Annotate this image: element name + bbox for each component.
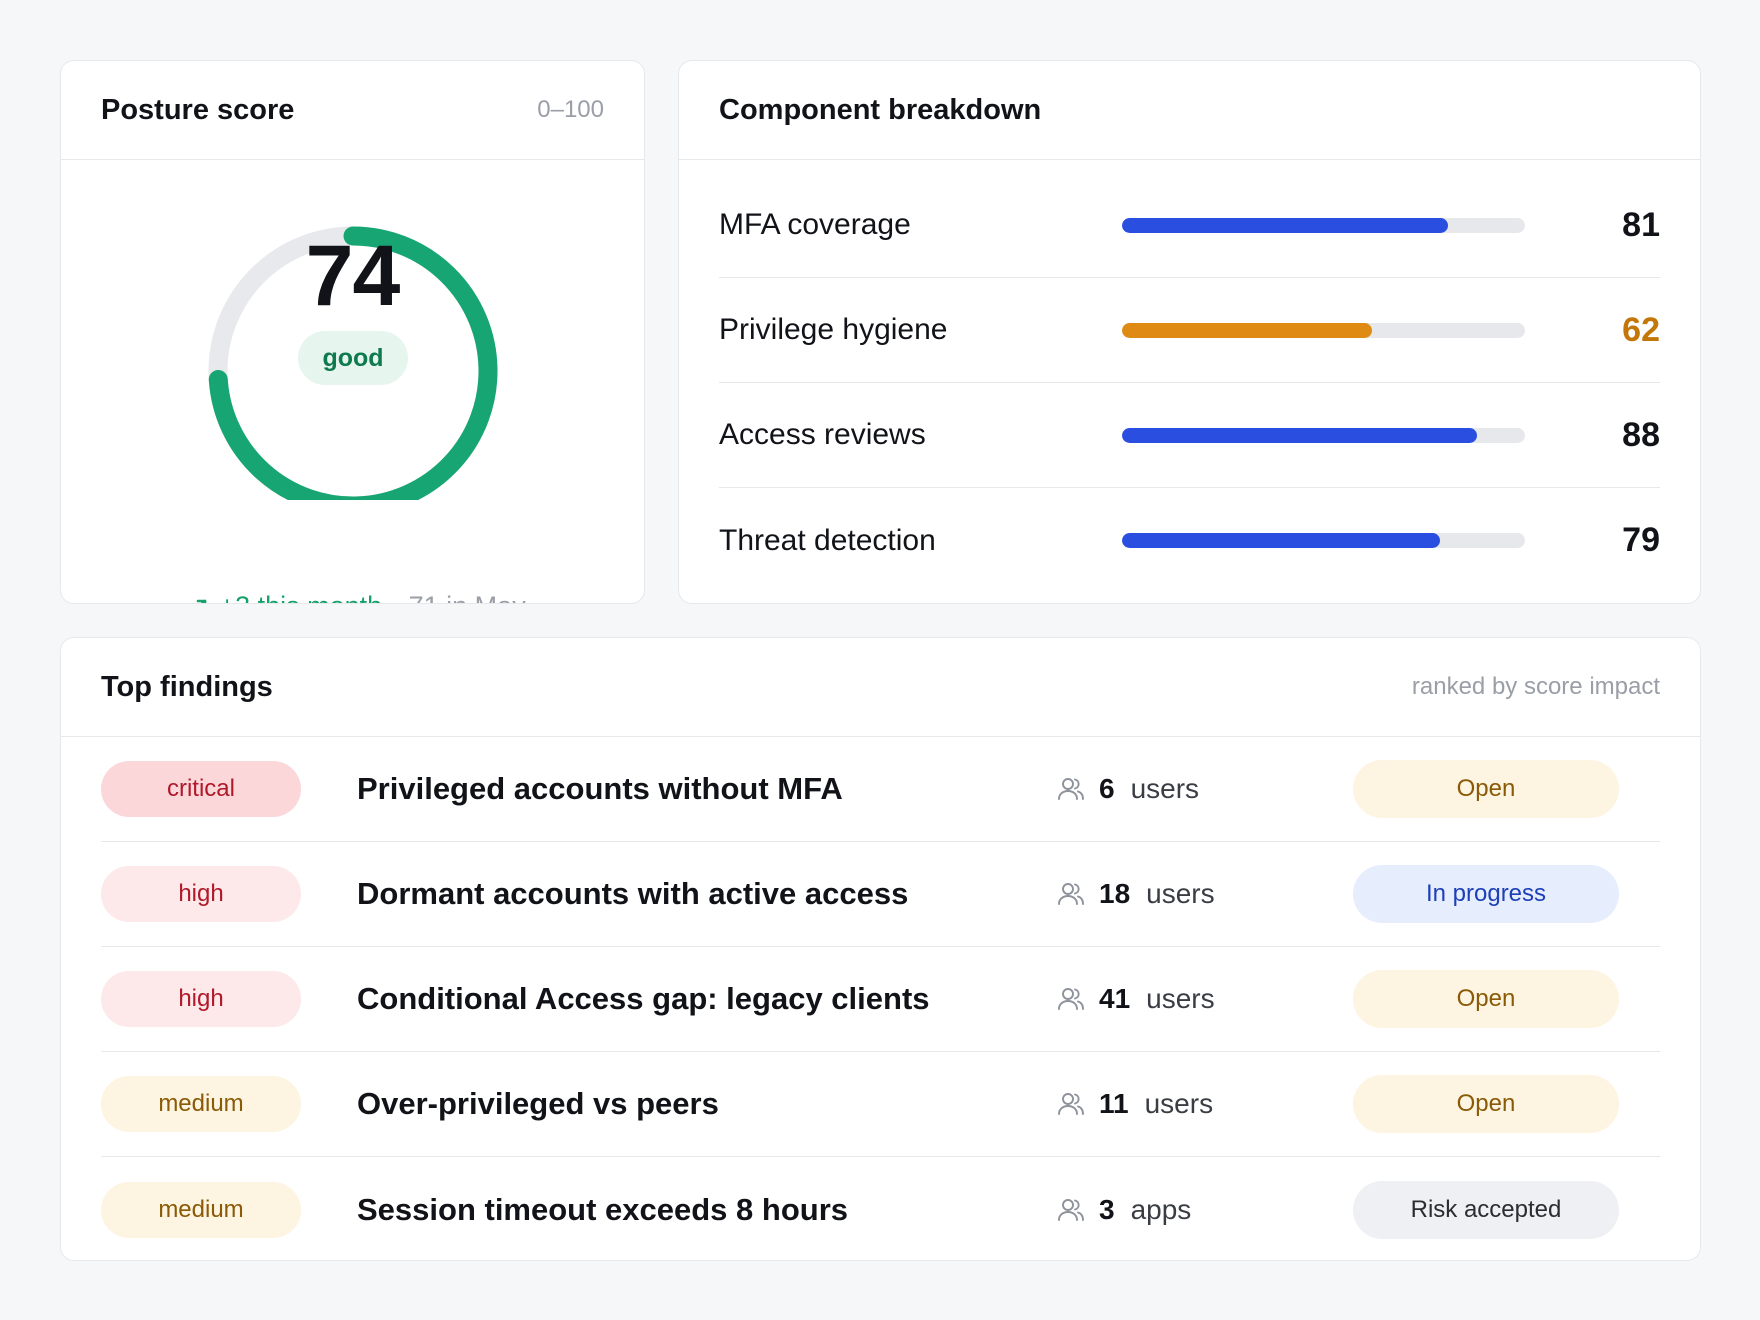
- finding-title[interactable]: Over-privileged vs peers: [357, 1086, 719, 1121]
- trending-up-icon: [179, 596, 209, 603]
- component-bar-track: [1122, 217, 1525, 233]
- affected-count: 41 users: [1057, 983, 1353, 1015]
- component-bar-fill: [1122, 533, 1441, 548]
- finding-title[interactable]: Privileged accounts without MFA: [357, 771, 843, 806]
- component-row: Privilege hygiene 62: [719, 278, 1660, 383]
- affected-count-value: 6: [1099, 773, 1115, 804]
- status-badge[interactable]: Risk accepted: [1353, 1180, 1619, 1239]
- status-badge[interactable]: Open: [1353, 760, 1619, 818]
- finding-title[interactable]: Dormant accounts with active access: [357, 876, 909, 911]
- affected-count: 6 users: [1057, 773, 1353, 805]
- component-label: MFA coverage: [719, 208, 911, 241]
- posture-card-header: Posture score 0–100: [61, 61, 644, 160]
- score-range-label: 0–100: [537, 96, 604, 123]
- gauge-arc: [208, 226, 498, 500]
- score-gauge: [61, 160, 644, 500]
- component-bar-fill: [1122, 217, 1449, 233]
- component-breakdown-card: Component breakdown MFA coverage 81 Privil…: [678, 60, 1701, 604]
- top-findings-card: Top findings ranked by score impact crit…: [60, 637, 1701, 1261]
- finding-row[interactable]: medium Over-privileged vs peers 11 users Ope…: [101, 1052, 1660, 1157]
- status-badge[interactable]: Open: [1353, 1075, 1619, 1133]
- posture-score-card: Posture score 0–100 74 good +3 this mont…: [60, 60, 645, 604]
- affected-count-value: 41: [1099, 983, 1131, 1014]
- affected-count: 3 apps: [1057, 1194, 1353, 1226]
- users-icon: [1057, 986, 1085, 1012]
- trend-previous: · 71 in May: [392, 591, 526, 603]
- rating-badge: good: [298, 331, 408, 385]
- component-label: Threat detection: [719, 523, 936, 557]
- posture-title: Posture score: [101, 93, 295, 126]
- users-icon: [1057, 776, 1085, 802]
- findings-title: Top findings: [101, 670, 273, 703]
- affected-count-unit: users: [1130, 773, 1200, 804]
- severity-badge: medium: [101, 1076, 301, 1132]
- status-badge[interactable]: In progress: [1353, 865, 1619, 923]
- component-label: Privilege hygiene: [719, 313, 948, 346]
- finding-title[interactable]: Conditional Access gap: legacy clients: [357, 981, 930, 1016]
- severity-badge: medium: [101, 1181, 301, 1238]
- score-value: 74: [305, 228, 401, 324]
- components-title: Component breakdown: [719, 93, 1042, 126]
- affected-count-value: 3: [1099, 1193, 1115, 1225]
- component-row: MFA coverage 81: [719, 173, 1660, 278]
- findings-subtitle: ranked by score impact: [1411, 673, 1660, 700]
- users-icon: [1057, 1197, 1085, 1223]
- finding-row[interactable]: critical Privileged accounts without MFA 6…: [101, 737, 1660, 842]
- component-value: 81: [1622, 205, 1660, 244]
- component-value: 88: [1622, 415, 1660, 454]
- severity-badge: high: [101, 866, 301, 922]
- component-bar-fill: [1122, 427, 1477, 443]
- affected-count: 11 users: [1057, 1088, 1353, 1120]
- affected-count-value: 11: [1099, 1088, 1129, 1119]
- findings-card-header: Top findings ranked by score impact: [61, 638, 1700, 737]
- affected-count-unit: users: [1144, 1088, 1214, 1119]
- finding-row[interactable]: high Conditional Access gap: legacy clien…: [101, 947, 1660, 1052]
- component-bar-track: [1122, 322, 1525, 338]
- affected-count-unit: users: [1146, 878, 1215, 909]
- users-icon: [1057, 1091, 1085, 1117]
- component-label: Access reviews: [719, 418, 926, 451]
- finding-row[interactable]: medium Session timeout exceeds 8 hours 3 ap…: [101, 1157, 1660, 1260]
- component-bar-fill: [1122, 322, 1372, 338]
- component-value: 62: [1622, 310, 1660, 349]
- component-row: Access reviews 88: [719, 383, 1660, 488]
- score-trend: +3 this month · 71 in May: [61, 591, 644, 603]
- status-badge[interactable]: Open: [1353, 970, 1619, 1028]
- score-gauge-ring: [208, 226, 498, 500]
- affected-count-unit: users: [1146, 983, 1215, 1014]
- finding-title[interactable]: Session timeout exceeds 8 hours: [357, 1191, 849, 1227]
- component-row: Threat detection 79: [719, 488, 1660, 593]
- affected-count-unit: apps: [1130, 1193, 1192, 1225]
- trend-delta: +3 this month: [219, 591, 382, 603]
- users-icon: [1057, 881, 1085, 907]
- component-bar-track: [1122, 533, 1525, 548]
- components-card-header: Component breakdown: [679, 61, 1700, 160]
- finding-row[interactable]: high Dormant accounts with active access 1…: [101, 842, 1660, 947]
- affected-count: 18 users: [1057, 878, 1353, 910]
- component-value: 79: [1622, 521, 1660, 559]
- severity-badge: critical: [101, 761, 301, 817]
- severity-badge: high: [101, 971, 301, 1027]
- affected-count-value: 18: [1099, 878, 1131, 909]
- component-bar-track: [1122, 427, 1525, 443]
